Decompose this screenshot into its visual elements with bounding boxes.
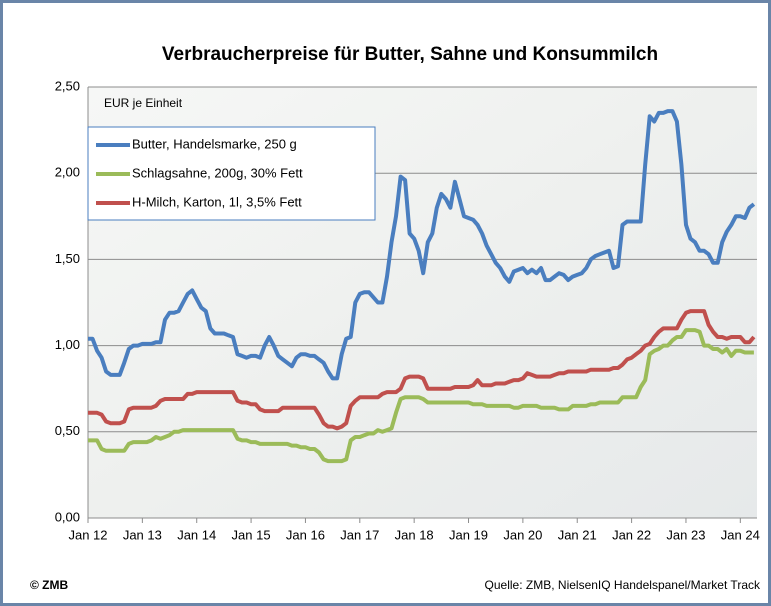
x-tick-label: Jan 22 <box>612 527 651 542</box>
unit-label: EUR je Einheit <box>104 96 183 110</box>
line-series <box>88 328 754 464</box>
y-tick-label: 2,00 <box>55 165 80 180</box>
x-tick-label: Jan 21 <box>558 527 597 542</box>
x-tick-label: Jan 23 <box>666 527 705 542</box>
line-series <box>88 309 756 431</box>
y-tick-label: 1,50 <box>55 251 80 266</box>
x-tick-label: Jan 18 <box>395 527 434 542</box>
x-tick-label: Jan 14 <box>177 527 216 542</box>
x-tick-label: Jan 15 <box>232 527 271 542</box>
legend-box <box>87 126 376 221</box>
x-tick-label: Jan 17 <box>340 527 379 542</box>
legend-label: Butter, Handelsmarke, 250 g <box>132 136 297 151</box>
copyright: © ZMB <box>30 578 69 592</box>
x-tick-label: Jan 13 <box>123 527 162 542</box>
x-tick-label: Jan 16 <box>286 527 325 542</box>
line-series <box>88 109 756 381</box>
x-tick-label: Jan 24 <box>721 527 760 542</box>
y-tick-label: 2,50 <box>55 78 80 93</box>
x-tick-label: Jan 12 <box>68 527 107 542</box>
legend-label: H-Milch, Karton, 1l, 3,5% Fett <box>132 194 302 209</box>
y-tick-label: 0,00 <box>55 509 80 524</box>
source: Quelle: ZMB, NielsenIQ Handelspanel/Mark… <box>485 578 761 592</box>
y-tick-label: 1,00 <box>55 337 80 352</box>
x-tick-label: Jan 20 <box>503 527 542 542</box>
legend-label: Schlagsahne, 200g, 30% Fett <box>132 165 303 180</box>
y-tick-label: 0,50 <box>55 423 80 438</box>
chart-title: Verbraucherpreise für Butter, Sahne und … <box>162 44 658 65</box>
x-tick-label: Jan 19 <box>449 527 488 542</box>
